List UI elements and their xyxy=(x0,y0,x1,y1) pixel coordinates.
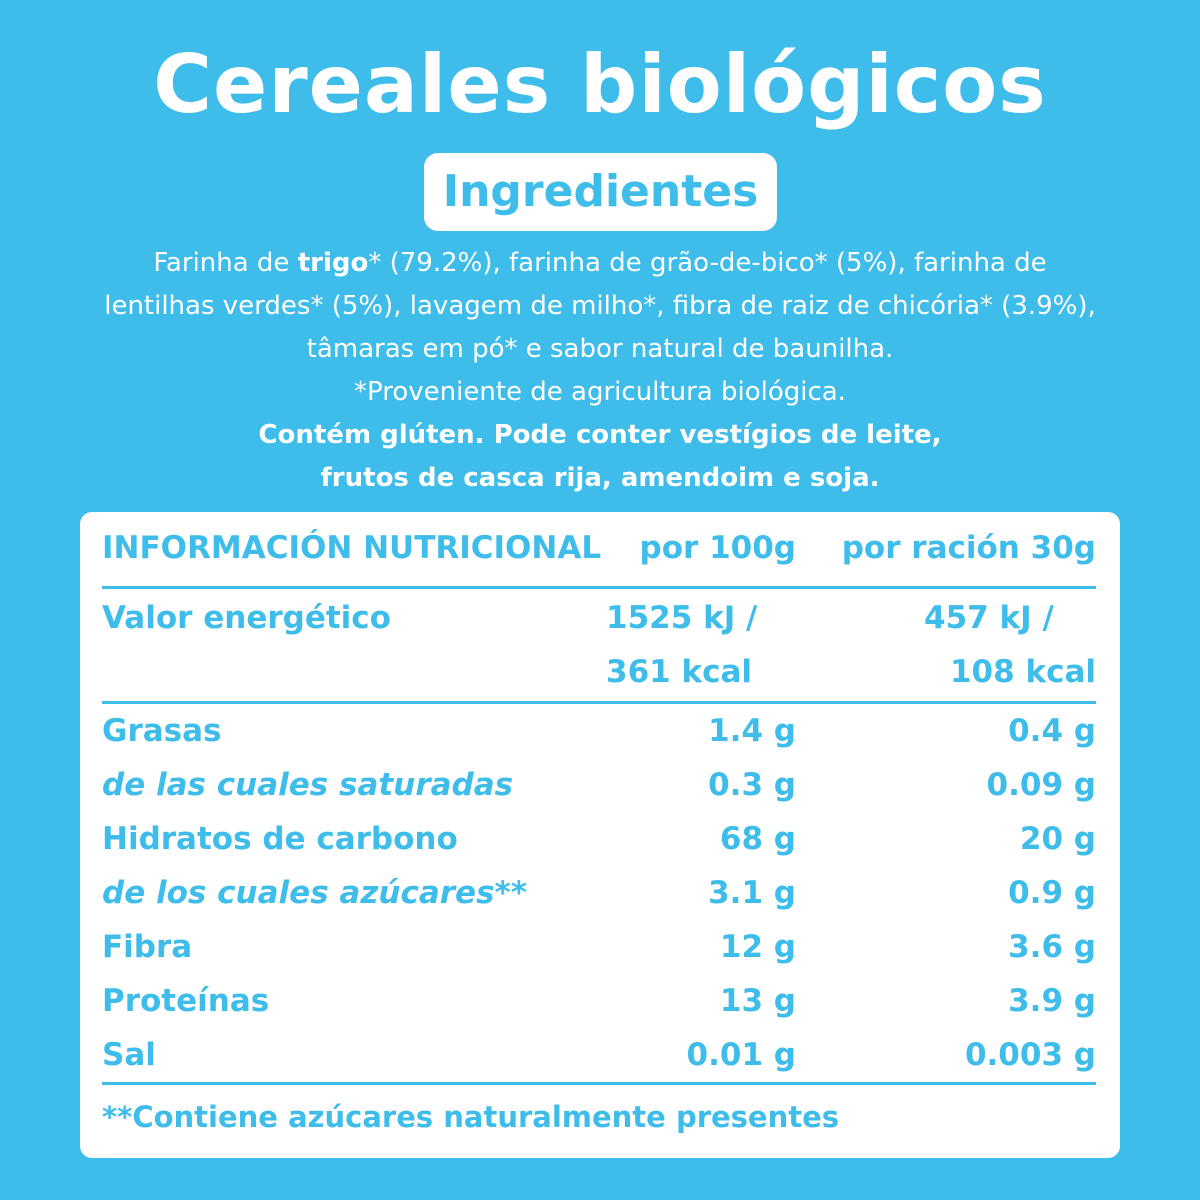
nutrient-per100: 1.4 g xyxy=(708,713,796,749)
nutrient-row: Hidratos de carbono 68 g 20 g xyxy=(102,812,1096,866)
nutrient-label: Hidratos de carbono xyxy=(102,821,458,857)
nutrient-per100: 0.3 g xyxy=(708,767,796,803)
nutrient-serving: 3.9 g xyxy=(1008,983,1096,1019)
nutrient-serving: 3.6 g xyxy=(1008,929,1096,965)
page-title: Cereales biológicos xyxy=(153,38,1047,131)
nutrition-table: INFORMACIÓN NUTRICIONAL por 100g por rac… xyxy=(102,526,1096,1085)
nutrient-label: Grasas xyxy=(102,713,222,749)
nutrient-label: de los cuales azúcares** xyxy=(102,875,527,911)
nutrient-row: Fibra 12 g 3.6 g xyxy=(102,920,1096,974)
nutrient-serving: 0.003 g xyxy=(964,1037,1096,1073)
nutrient-serving: 20 g xyxy=(1019,821,1096,857)
nutrient-label: Proteínas xyxy=(102,983,270,1019)
nutrient-row: de los cuales azúcares** 3.1 g 0.9 g xyxy=(102,866,1096,920)
nutrient-per100: 3.1 g xyxy=(708,875,796,911)
nutrition-header-row: INFORMACIÓN NUTRICIONAL por 100g por rac… xyxy=(102,526,1096,588)
energy-per100-kcal: 361 kcal xyxy=(606,654,753,690)
organic-note: *Proveniente de agricultura biológica. xyxy=(354,377,846,407)
allergens-line-2: frutos de casca rija, amendoim e soja. xyxy=(320,463,880,493)
ingredients-highlight: trigo xyxy=(297,248,369,278)
allergens-line-1: Contém glúten. Pode conter vestígios de … xyxy=(258,420,942,450)
nutrient-label: Sal xyxy=(102,1037,156,1073)
ingredients-badge: Ingredientes xyxy=(424,153,777,231)
sugars-footnote: **Contiene azúcares naturalmente present… xyxy=(102,1100,840,1134)
nutrient-label: Fibra xyxy=(102,929,193,965)
nutrition-header-label: INFORMACIÓN NUTRICIONAL xyxy=(102,530,602,566)
nutrient-serving: 0.4 g xyxy=(1008,713,1096,749)
ingredients-part2: * (79.2%), farinha de grão-de-bico* (5%)… xyxy=(104,248,1096,364)
nutrient-label: de las cuales saturadas xyxy=(102,767,514,803)
nutrient-row: de las cuales saturadas 0.3 g 0.09 g xyxy=(102,758,1096,812)
nutrient-per100: 13 g xyxy=(719,983,796,1019)
per-100g-header: por 100g xyxy=(639,530,796,566)
nutrient-per100: 0.01 g xyxy=(686,1037,796,1073)
nutrient-row: Grasas 1.4 g 0.4 g xyxy=(102,702,1096,759)
energy-label: Valor energético xyxy=(102,600,391,636)
nutrient-serving: 0.9 g xyxy=(1008,875,1096,911)
energy-serving: 457 kJ / 108 kcal xyxy=(796,588,1096,703)
energy-serving-kcal: 108 kcal xyxy=(949,654,1096,690)
energy-row: Valor energético 1525 kJ / 361 kcal 457 … xyxy=(102,588,1096,703)
energy-per100: 1525 kJ / 361 kcal xyxy=(606,588,796,703)
ingredients-part1: Farinha de xyxy=(153,248,298,278)
nutrition-card: INFORMACIÓN NUTRICIONAL por 100g por rac… xyxy=(80,512,1120,1158)
nutrient-serving: 0.09 g xyxy=(986,767,1096,803)
ingredients-text: Farinha de trigo* (79.2%), farinha de gr… xyxy=(100,242,1100,500)
energy-per100-kj: 1525 kJ / xyxy=(606,600,758,636)
nutrient-row: Sal 0.01 g 0.003 g xyxy=(102,1028,1096,1084)
nutrient-per100: 12 g xyxy=(719,929,796,965)
ingredients-list: Farinha de trigo* (79.2%), farinha de gr… xyxy=(100,242,1100,371)
per-serving-header: por ración 30g xyxy=(841,530,1096,566)
nutrient-per100: 68 g xyxy=(719,821,796,857)
energy-serving-kj: 457 kJ / xyxy=(924,600,1054,636)
nutrient-row: Proteínas 13 g 3.9 g xyxy=(102,974,1096,1028)
